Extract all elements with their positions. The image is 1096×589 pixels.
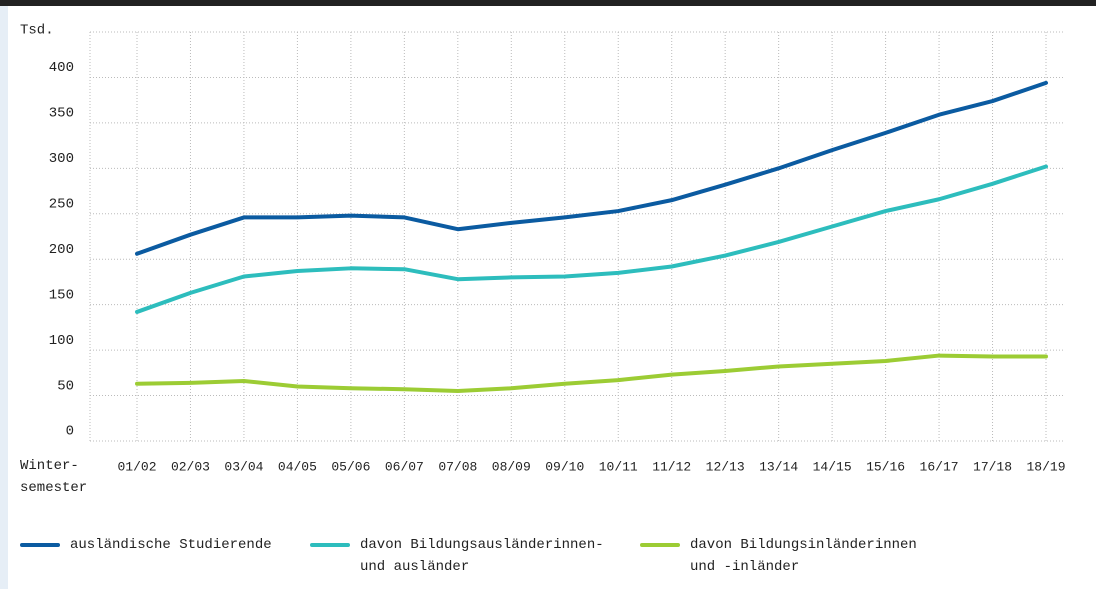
y-tick-label: 350 — [49, 106, 74, 122]
y-tick-label: 200 — [49, 242, 74, 258]
legend-label: ausländische Studierende — [70, 537, 272, 553]
x-tick-label: 09/10 — [545, 459, 584, 474]
y-tick-label: 250 — [49, 196, 74, 212]
x-tick-label: 08/09 — [492, 459, 531, 474]
x-tick-label: 12/13 — [706, 459, 745, 474]
y-tick-label: 100 — [49, 333, 74, 349]
legend-swatch — [310, 543, 350, 547]
y-tick-label: 300 — [49, 151, 74, 167]
legend-label: davon Bildungsinländerinnen und -inlände… — [690, 537, 917, 575]
x-tick-label: 01/02 — [117, 459, 156, 474]
x-tick-label: 05/06 — [331, 459, 370, 474]
legend-swatch — [20, 543, 60, 547]
x-tick-label: 18/19 — [1026, 459, 1065, 474]
x-tick-label: 13/14 — [759, 459, 798, 474]
legend-item: ausländische Studierende — [20, 534, 272, 556]
legend-item: davon Bildungsinländerinnen und -inlände… — [640, 534, 917, 578]
legend-swatch — [640, 543, 680, 547]
series-line — [135, 164, 1048, 314]
x-tick-label: 17/18 — [973, 459, 1012, 474]
y-axis-label: Tsd. — [20, 23, 54, 39]
series-line — [135, 80, 1048, 256]
x-tick-label: 10/11 — [599, 459, 638, 474]
y-tick-label: 0 — [66, 424, 74, 440]
x-tick-label: 04/05 — [278, 459, 317, 474]
x-tick-label: 03/04 — [224, 459, 263, 474]
x-axis-label: Winter- semester — [20, 458, 88, 496]
x-tick-label: 15/16 — [866, 459, 905, 474]
side-strip — [0, 6, 8, 589]
x-tick-label: 07/08 — [438, 459, 477, 474]
x-tick-label: 02/03 — [171, 459, 210, 474]
legend-item: davon Bildungsausländerinnen- und auslän… — [310, 534, 604, 578]
top-bar — [0, 0, 1096, 6]
x-tick-label: 11/12 — [652, 459, 691, 474]
x-tick-label: 16/17 — [920, 459, 959, 474]
y-tick-label: 50 — [57, 378, 74, 394]
series-line — [135, 353, 1048, 394]
y-tick-label: 400 — [49, 60, 74, 76]
legend-label: davon Bildungsausländerinnen- und auslän… — [360, 537, 604, 575]
y-tick-label: 150 — [49, 287, 74, 303]
x-tick-label: 14/15 — [813, 459, 852, 474]
x-tick-label: 06/07 — [385, 459, 424, 474]
